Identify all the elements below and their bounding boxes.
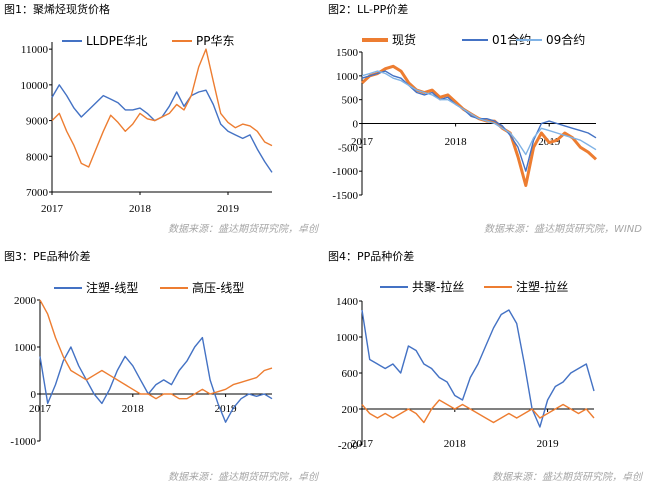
y-tick-label: 2000 — [14, 295, 37, 307]
series-line-2 — [51, 48, 273, 168]
y-tick-label: 11000 — [21, 44, 49, 56]
x-tick-label: 2018 — [122, 403, 145, 415]
y-tick-label: -200 — [338, 440, 359, 452]
series-line-1 — [360, 64, 598, 187]
legend-label: 高压-线型 — [192, 280, 244, 295]
chart-title: 图4：PP品种价差 — [328, 249, 414, 263]
legend-label: PP华东 — [196, 34, 234, 48]
series-line-1 — [39, 336, 273, 423]
source-note: 数据来源：盛达期货研究院，卓创 — [168, 223, 320, 235]
series-line-3 — [361, 70, 597, 156]
y-tick-label: 1400 — [336, 296, 359, 308]
y-tick-label: 0 — [31, 389, 37, 401]
legend-label: 注塑-拉丝 — [516, 279, 568, 294]
y-tick-label: -1000 — [10, 436, 36, 448]
y-tick-label: 200 — [342, 404, 359, 416]
y-tick-label: 9000 — [26, 116, 49, 128]
legend-label: 注塑-线型 — [86, 280, 138, 295]
y-tick-label: -1500 — [332, 190, 358, 202]
x-tick-label: 2017 — [351, 438, 374, 450]
plot-area: 11000 10000 9000 8000 7000 2017 2018 2019 LLDPE华… — [21, 34, 273, 215]
series-line-1 — [361, 309, 595, 428]
price-chart-svg: 图1：聚烯烃现货价格 11000 10000 9000 8000 7000 2017 201… — [4, 2, 320, 235]
series-line-2 — [361, 399, 595, 424]
y-tick-label: 1000 — [336, 332, 359, 344]
chart-panel-2: 图2：LL-PP价差 1500 1000 500 0 -500 -1000 -1500 201… — [324, 0, 648, 243]
chart-panel-3: 图3：PE品种价差 2000 1000 0 -1000 2017 2018 2019 注塑-线… — [0, 244, 324, 487]
y-tick-label: 1500 — [336, 47, 359, 59]
x-tick-label: 2018 — [129, 203, 152, 215]
series-line-1 — [51, 84, 273, 173]
x-tick-label: 2019 — [537, 438, 560, 450]
y-tick-label: 0 — [353, 119, 359, 131]
x-tick-label: 2017 — [351, 136, 374, 148]
y-tick-label: 600 — [342, 368, 359, 380]
chart-title: 图3：PE品种价差 — [4, 249, 91, 263]
series-line-2 — [361, 70, 597, 172]
source-note: 数据来源：盛达期货研究院，WIND — [484, 223, 642, 235]
y-tick-label: 500 — [342, 95, 359, 107]
chart-title: 图2：LL-PP价差 — [328, 2, 408, 16]
series-line-2 — [39, 299, 273, 400]
legend-label: LLDPE华北 — [86, 34, 147, 48]
y-tick-label: -500 — [338, 142, 359, 154]
y-tick-label: 8000 — [26, 151, 49, 163]
legend-label: 现货 — [392, 32, 416, 47]
legend-label: 01合约 — [492, 32, 531, 47]
x-tick-label: 2018 — [445, 136, 468, 148]
y-tick-label: -1000 — [332, 166, 358, 178]
x-tick-label: 2018 — [444, 438, 467, 450]
chart-title: 图1：聚烯烃现货价格 — [4, 2, 110, 16]
legend-label: 09合约 — [546, 32, 585, 47]
spread-chart-svg: 图2：LL-PP价差 1500 1000 500 0 -500 -1000 -1500 201… — [328, 2, 642, 235]
chart-panel-1: 图1：聚烯烃现货价格 11000 10000 9000 8000 7000 2017 201… — [0, 0, 324, 243]
source-note: 数据来源：盛达期货研究院，卓创 — [492, 471, 644, 483]
y-tick-label: 1000 — [14, 342, 37, 354]
legend-label: 共聚-拉丝 — [412, 279, 464, 294]
source-note: 数据来源：盛达期货研究院，卓创 — [168, 471, 320, 483]
x-tick-label: 2019 — [217, 203, 240, 215]
y-tick-label: 1000 — [336, 71, 359, 83]
chart-panel-4: 图4：PP品种价差 1400 1000 600 200 -200 2017 2018 2019… — [324, 244, 648, 487]
x-tick-label: 2017 — [41, 203, 64, 215]
x-tick-label: 2017 — [29, 403, 52, 415]
y-tick-label: 10000 — [21, 80, 49, 92]
y-tick-label: 7000 — [26, 187, 49, 199]
